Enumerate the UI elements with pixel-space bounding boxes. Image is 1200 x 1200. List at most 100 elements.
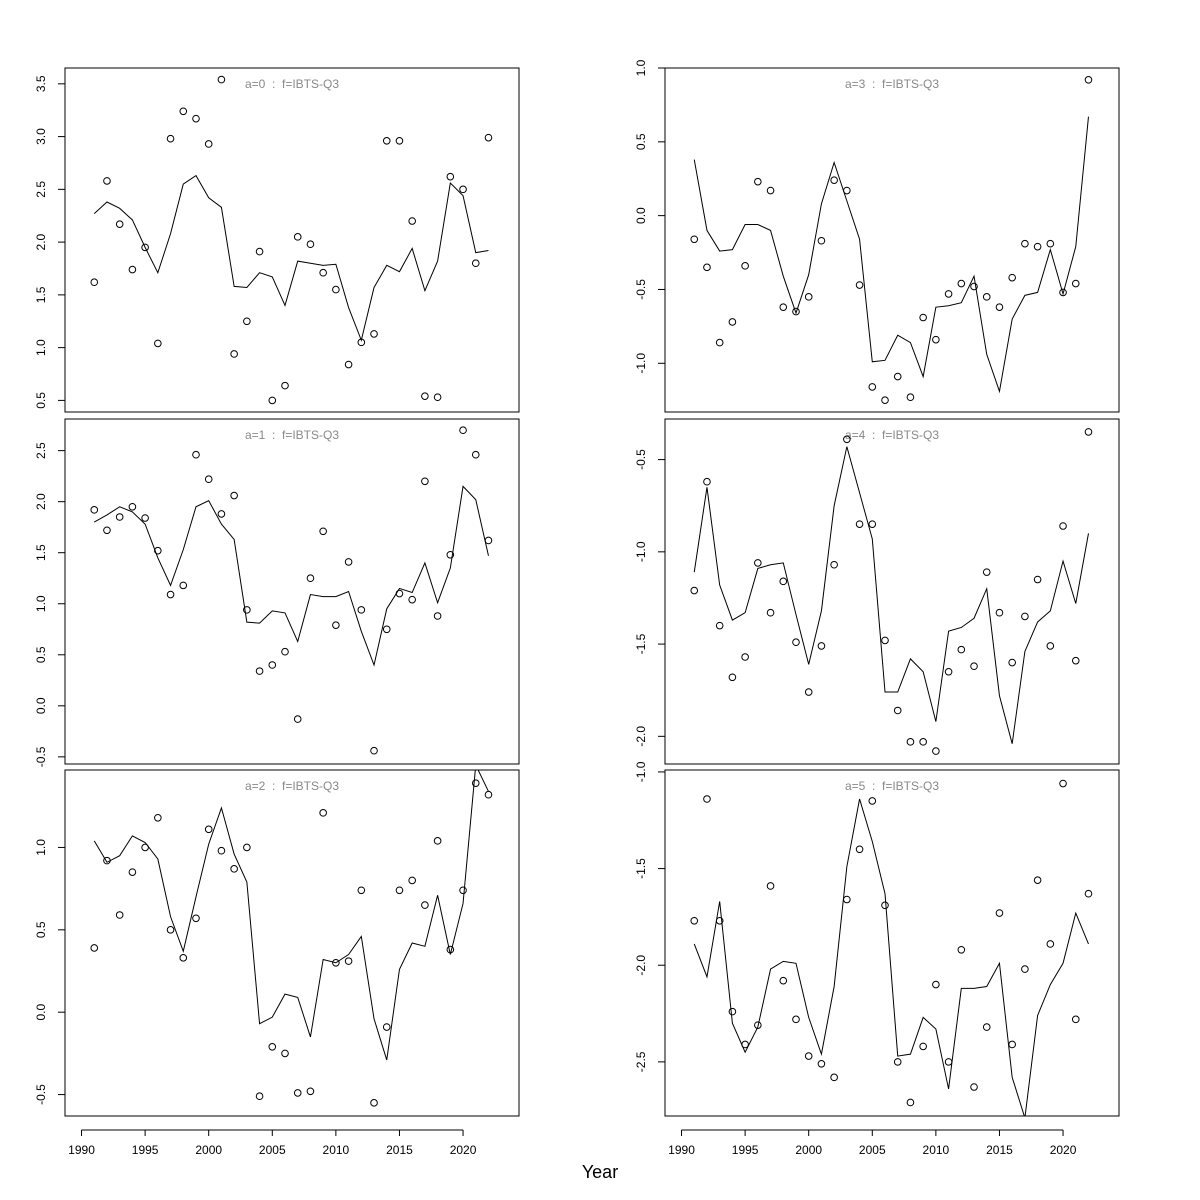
observed-point xyxy=(166,590,175,599)
observed-point xyxy=(306,240,315,249)
observed-point xyxy=(881,901,889,910)
observed-point xyxy=(306,574,315,583)
observed-point xyxy=(484,790,493,799)
y-tick-label: -1.5 xyxy=(634,633,648,654)
observed-point xyxy=(982,568,991,576)
observed-point xyxy=(357,606,366,614)
x-tick-label: 2015 xyxy=(386,1143,413,1157)
y-tick-label: -2.0 xyxy=(634,726,648,747)
fit-line xyxy=(693,798,1089,1116)
observed-point xyxy=(344,957,353,965)
observed-point xyxy=(141,243,149,252)
observed-point xyxy=(344,360,353,369)
observed-point xyxy=(204,825,213,834)
observed-point xyxy=(868,797,877,805)
observed-point xyxy=(154,546,162,555)
observed-point xyxy=(370,1099,378,1107)
observed-point xyxy=(395,886,404,895)
observed-point xyxy=(204,140,213,148)
observed-point xyxy=(982,293,991,301)
observed-point xyxy=(715,621,724,630)
observed-point xyxy=(395,589,404,598)
observed-point xyxy=(344,558,353,566)
observed-point xyxy=(1071,656,1080,665)
observed-point xyxy=(357,886,366,895)
x-tick-label: 2010 xyxy=(923,1143,950,1157)
observed-point xyxy=(471,450,480,459)
observed-point xyxy=(919,313,927,322)
plot-frame xyxy=(664,418,1120,765)
observed-point xyxy=(357,338,366,347)
observed-point xyxy=(1033,242,1042,251)
fit-line xyxy=(693,446,1089,744)
y-tick-label: 1.5 xyxy=(34,544,48,561)
observed-point xyxy=(741,653,749,661)
observed-point xyxy=(217,510,226,518)
observed-point xyxy=(982,1023,991,1031)
observed-point xyxy=(1071,1015,1080,1024)
observed-point xyxy=(690,586,699,595)
observed-point xyxy=(90,944,99,952)
observed-point xyxy=(779,303,788,311)
observed-point xyxy=(332,958,340,967)
observed-point xyxy=(995,608,1004,617)
x-tick-label: 2000 xyxy=(195,1143,222,1157)
observed-point xyxy=(255,247,264,256)
observed-point xyxy=(459,426,467,435)
x-tick-label: 1995 xyxy=(132,1143,159,1157)
observed-point xyxy=(868,520,877,528)
observed-point xyxy=(433,612,442,620)
observed-point xyxy=(128,265,137,274)
observed-point xyxy=(690,916,699,925)
observed-point xyxy=(1021,965,1029,973)
observed-point xyxy=(382,1023,391,1031)
observed-point xyxy=(715,916,724,925)
fit-line xyxy=(93,770,489,1061)
observed-point xyxy=(319,527,327,536)
observed-point xyxy=(741,262,749,270)
observed-point xyxy=(243,317,251,326)
observed-point xyxy=(932,980,940,989)
observed-point xyxy=(382,625,391,634)
y-tick-label: -2.0 xyxy=(634,955,648,976)
x-tick-label: 2015 xyxy=(986,1143,1013,1157)
panel-title: a=5 : f=IBTS-Q3 xyxy=(845,779,939,793)
y-tick-label: -1.0 xyxy=(634,353,648,374)
panel-title: a=0 : f=IBTS-Q3 xyxy=(245,77,339,91)
observed-point xyxy=(1046,239,1055,248)
observed-point xyxy=(459,886,467,895)
observed-point xyxy=(817,642,826,650)
observed-point xyxy=(893,706,902,715)
observed-point xyxy=(970,662,978,671)
observed-point xyxy=(995,909,1004,917)
y-tick-label: 3.0 xyxy=(34,128,48,145)
panel-title: a=1 : f=IBTS-Q3 xyxy=(245,428,339,442)
y-tick-label: 2.5 xyxy=(34,442,48,459)
observed-point xyxy=(243,606,251,614)
observed-point xyxy=(103,856,111,865)
observed-point xyxy=(843,435,851,444)
observed-point xyxy=(855,520,864,528)
y-tick-label: 1.0 xyxy=(634,59,648,76)
plot-frame xyxy=(64,769,520,1117)
observed-point xyxy=(433,393,442,402)
y-tick-label: 2.5 xyxy=(34,181,48,198)
observed-point xyxy=(179,107,188,116)
observed-point xyxy=(766,608,775,617)
observed-point xyxy=(1084,889,1093,898)
observed-point xyxy=(779,976,788,985)
plot-area xyxy=(90,770,493,1107)
x-tick-label: 2000 xyxy=(795,1143,822,1157)
observed-point xyxy=(932,747,940,755)
observed-point xyxy=(421,477,429,486)
observed-point xyxy=(103,177,111,185)
observed-point xyxy=(830,1073,838,1082)
observed-point xyxy=(1021,612,1029,621)
x-tick-label: 2005 xyxy=(859,1143,886,1157)
observed-point xyxy=(166,134,175,143)
observed-point xyxy=(804,688,813,696)
plot-area xyxy=(690,779,1093,1116)
observed-point xyxy=(370,746,378,755)
y-tick-label: 0.0 xyxy=(34,1004,48,1021)
